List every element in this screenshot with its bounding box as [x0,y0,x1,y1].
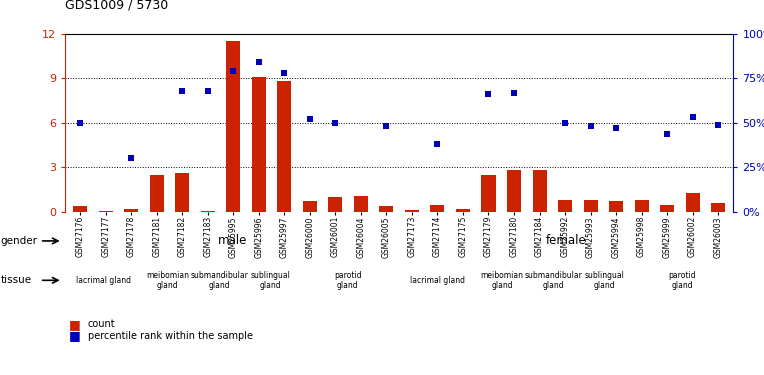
Text: GDS1009 / 5730: GDS1009 / 5730 [65,0,168,11]
Bar [201,211,215,212]
Bar [635,200,649,212]
Text: submandibular
gland: submandibular gland [525,271,582,290]
Text: ■: ■ [69,318,80,331]
Text: male: male [218,234,247,248]
Bar [175,173,189,212]
Bar [660,205,674,212]
Text: percentile rank within the sample: percentile rank within the sample [88,331,253,340]
Text: ■: ■ [69,329,80,342]
Bar [711,203,725,212]
Bar [609,201,623,212]
Bar [405,210,419,212]
Bar [584,200,597,212]
Bar [252,77,266,212]
Text: count: count [88,320,115,329]
Text: submandibular
gland: submandibular gland [190,271,248,290]
Text: tissue: tissue [1,275,32,285]
Bar [533,170,546,212]
Text: sublingual
gland: sublingual gland [251,271,290,290]
Text: parotid
gland: parotid gland [334,271,361,290]
Bar [125,209,138,212]
Bar [507,170,521,212]
Bar [150,175,163,212]
Text: parotid
gland: parotid gland [668,271,696,290]
Bar [99,211,113,212]
Bar [685,193,700,212]
Bar [456,209,470,212]
Bar [354,195,368,212]
Bar [430,205,445,212]
Text: lacrimal gland: lacrimal gland [76,276,131,285]
Text: meibomian
gland: meibomian gland [481,271,523,290]
Text: meibomian
gland: meibomian gland [146,271,189,290]
Text: female: female [546,234,587,248]
Bar [329,197,342,212]
Bar [277,81,291,212]
Text: lacrimal gland: lacrimal gland [410,276,465,285]
Bar [303,201,317,212]
Bar [380,206,393,212]
Bar [73,206,87,212]
Bar [481,175,496,212]
Bar [226,41,241,212]
Bar [558,200,572,212]
Text: sublingual
gland: sublingual gland [585,271,625,290]
Text: gender: gender [1,236,37,246]
